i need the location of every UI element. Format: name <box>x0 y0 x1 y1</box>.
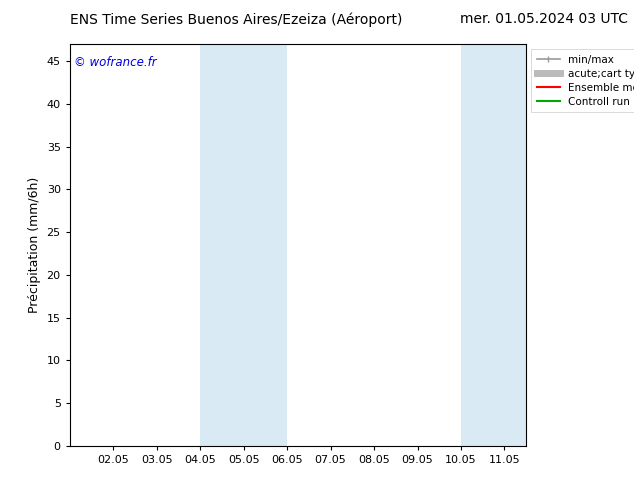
Text: mer. 01.05.2024 03 UTC: mer. 01.05.2024 03 UTC <box>460 12 628 26</box>
Text: ENS Time Series Buenos Aires/Ezeiza (Aéroport): ENS Time Series Buenos Aires/Ezeiza (Aér… <box>70 12 402 27</box>
Bar <box>461 44 526 446</box>
Bar <box>200 44 287 446</box>
Text: © wofrance.fr: © wofrance.fr <box>74 56 157 69</box>
Y-axis label: Précipitation (mm/6h): Précipitation (mm/6h) <box>28 177 41 313</box>
Legend: min/max, acute;cart type, Ensemble mean run, Controll run: min/max, acute;cart type, Ensemble mean … <box>531 49 634 112</box>
